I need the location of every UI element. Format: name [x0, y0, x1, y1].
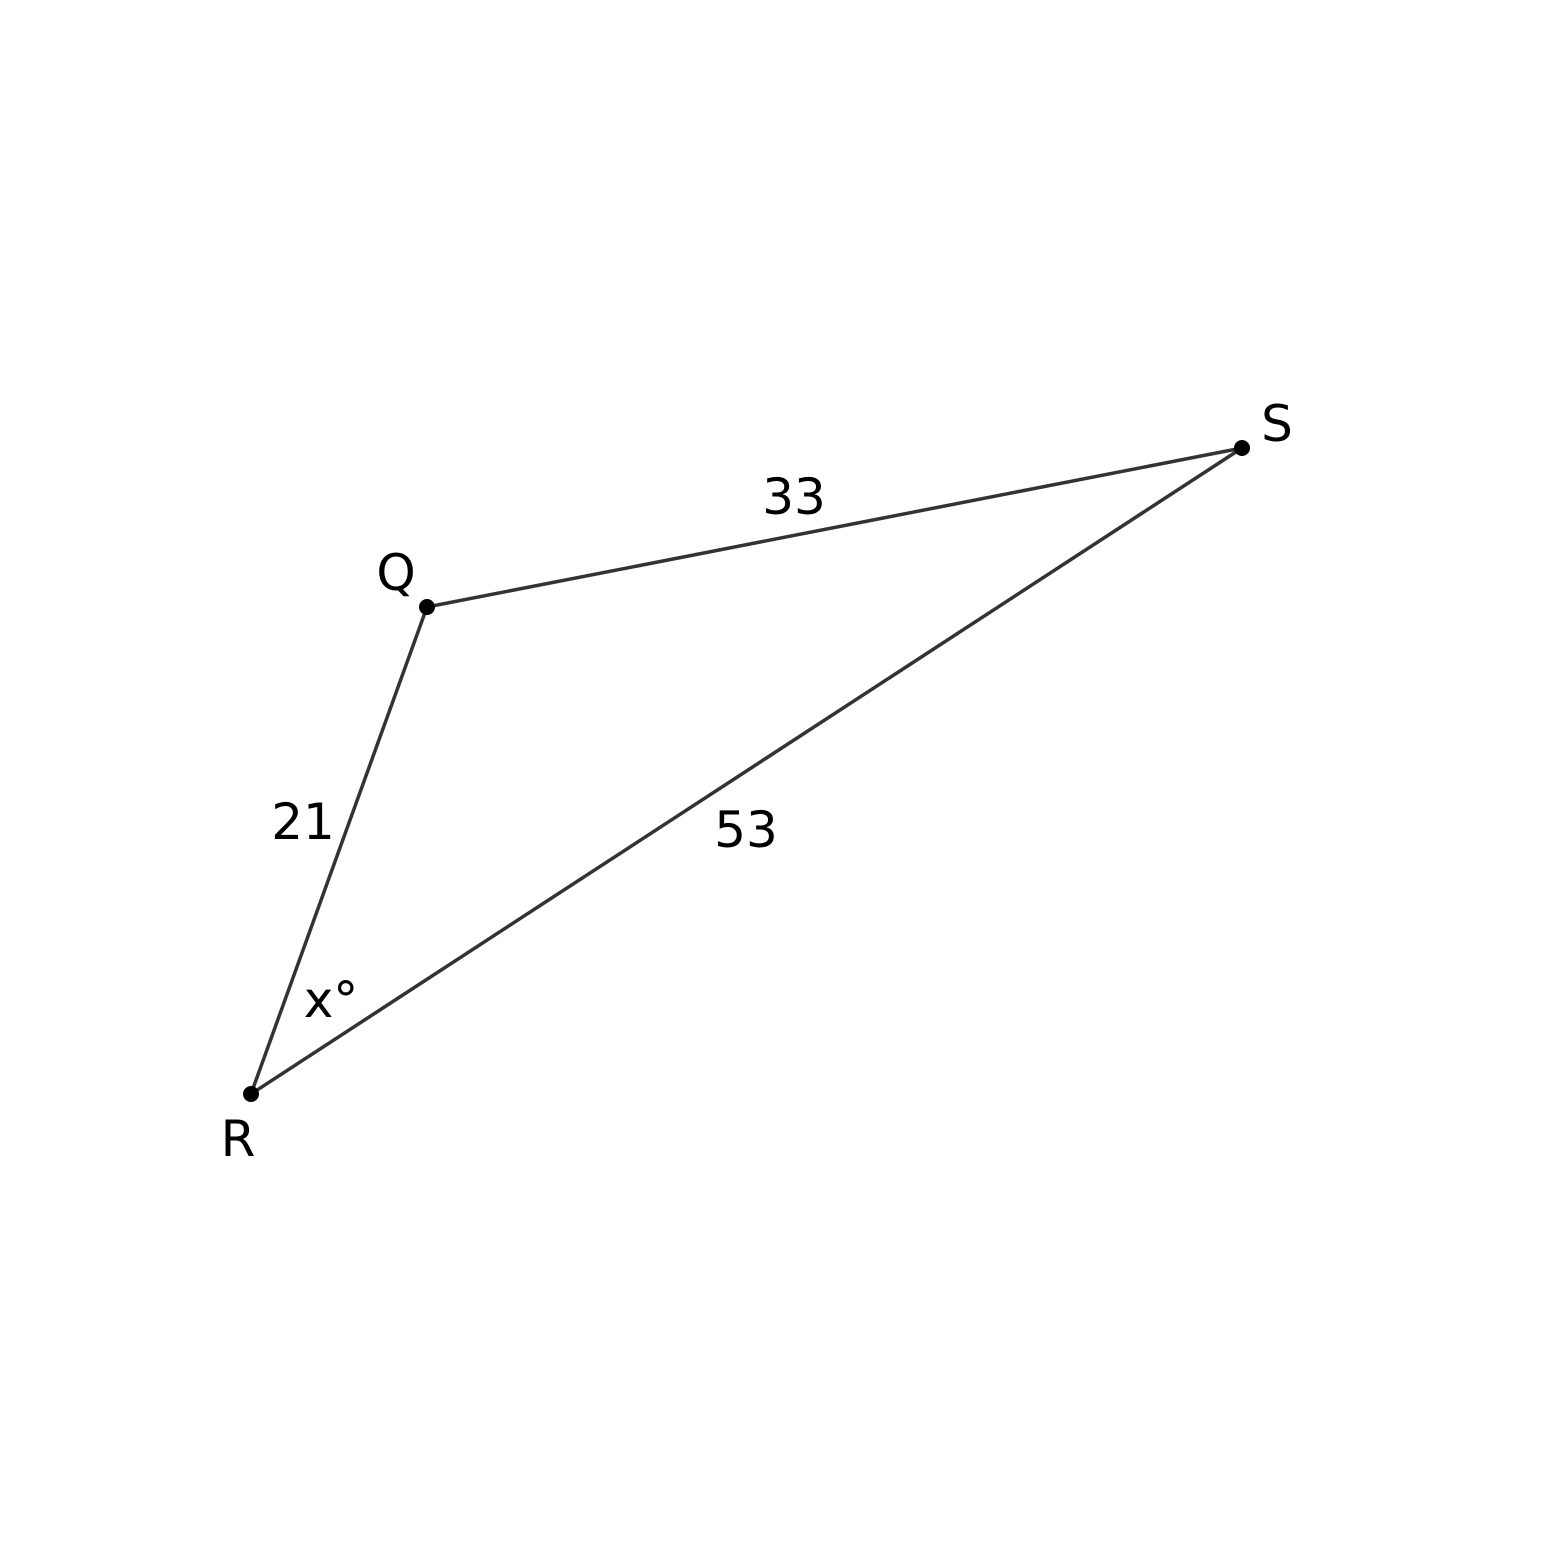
side-rs: [249, 446, 1244, 1096]
vertex-r-label: R: [221, 1110, 256, 1168]
side-rs-length: 53: [714, 801, 778, 859]
side-qs: [425, 446, 1244, 609]
vertex-q-label: Q: [376, 544, 415, 602]
vertex-s-dot: [1234, 440, 1250, 456]
angle-r-label: x°: [304, 971, 359, 1029]
vertex-q-dot: [419, 599, 435, 615]
side-qr-length: 21: [271, 793, 335, 851]
vertex-s-label: S: [1261, 395, 1293, 453]
vertex-r-dot: [243, 1086, 259, 1102]
side-qr: [249, 605, 429, 1096]
side-qs-length: 33: [762, 468, 826, 526]
